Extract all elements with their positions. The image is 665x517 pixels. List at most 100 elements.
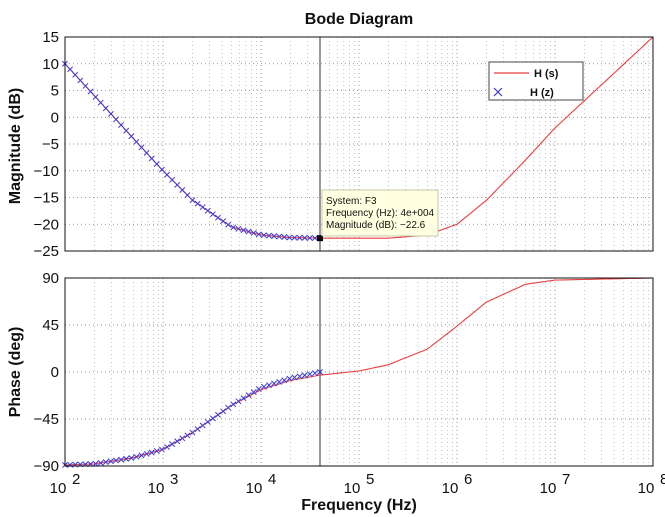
marker-stroke: [240, 227, 247, 234]
marker-stroke: [174, 181, 181, 188]
phase-hz-marker: [102, 459, 109, 466]
marker-stroke: [250, 389, 257, 396]
marker-stroke: [174, 438, 181, 445]
phase-hz-marker: [250, 389, 257, 396]
phase-hz-marker: [271, 380, 278, 387]
marker-stroke: [306, 371, 313, 378]
marker-stroke: [301, 234, 308, 241]
marker-stroke: [169, 441, 176, 448]
phase-axes-frame: [64, 277, 654, 467]
phase-hz-marker: [194, 426, 201, 432]
marker-stroke: [271, 233, 278, 240]
magnitude-hz-marker: [189, 197, 196, 204]
magnitude-hz-marker: [266, 232, 272, 239]
data-tip-system: System: F3: [326, 196, 377, 207]
x-tick-label: 10: [540, 480, 557, 497]
marker-stroke: [306, 235, 313, 241]
x-tick-label: 10: [638, 480, 655, 497]
phase-hz-marker: [230, 401, 237, 408]
marker-stroke: [118, 122, 125, 128]
marker-stroke: [301, 372, 308, 379]
marker-stroke: [209, 415, 216, 422]
marker-stroke: [158, 446, 165, 453]
magnitude-y-tick-label: −15: [34, 190, 59, 207]
magnitude-hz-marker: [133, 138, 140, 145]
magnitude-hz-marker: [184, 192, 191, 199]
marker-stroke: [225, 221, 232, 228]
magnitude-y-axis-label: Magnitude (dB): [7, 88, 24, 204]
marker-stroke: [291, 374, 298, 381]
x-tick-exponent: 7: [562, 471, 570, 488]
marker-stroke: [204, 207, 211, 214]
phase-y-tick-label: 90: [42, 270, 59, 287]
marker-stroke: [266, 232, 272, 239]
marker-stroke: [179, 435, 186, 442]
magnitude-hz-marker: [82, 82, 89, 89]
marker-stroke: [266, 382, 272, 389]
marker-stroke: [189, 197, 196, 204]
phase-hz-marker: [245, 392, 252, 399]
marker-stroke: [67, 461, 74, 468]
marker-stroke: [153, 161, 160, 167]
marker-stroke: [128, 455, 135, 461]
legend-swatch-hz: [493, 87, 503, 97]
magnitude-hz-marker: [174, 181, 181, 188]
phase-y-tick-label: −90: [34, 458, 59, 475]
marker-stroke: [138, 452, 145, 459]
magnitude-hz-marker: [118, 122, 125, 128]
phase-hz-marker: [220, 408, 227, 415]
magnitude-y-tick-label: 15: [42, 29, 59, 46]
data-tip-box: [321, 189, 439, 237]
marker-stroke: [87, 88, 94, 95]
marker-stroke: [199, 422, 206, 429]
legend-label-hs: H (s): [534, 68, 559, 80]
magnitude-hz-marker: [158, 166, 165, 173]
marker-stroke: [220, 408, 227, 415]
magnitude-hz-marker: [107, 110, 114, 117]
phase-hz-marker: [128, 455, 135, 461]
marker-stroke: [317, 369, 323, 375]
phase-hz-marker: [266, 382, 272, 389]
marker-stroke: [199, 204, 206, 211]
marker-stroke: [260, 383, 267, 390]
marker-stroke: [128, 133, 135, 140]
marker-stroke: [118, 456, 125, 463]
phase-hz-marker: [276, 378, 283, 385]
magnitude-hz-marker: [77, 77, 84, 84]
x-axis-label: Frequency (Hz): [301, 497, 417, 514]
data-tip: System: F3 Frequency (Hz): 4e+004 Magnit…: [321, 189, 439, 237]
marker-stroke: [220, 218, 227, 225]
magnitude-y-tick-label: 0: [51, 109, 59, 126]
magnitude-hz-marker: [296, 234, 303, 241]
magnitude-hz-marker: [230, 224, 237, 231]
marker-stroke: [97, 459, 104, 466]
magnitude-hz-marker: [194, 200, 201, 207]
legend-box: [488, 61, 584, 101]
marker-stroke: [225, 404, 232, 411]
magnitude-hz-marker: [301, 234, 308, 241]
phase-hz-marker: [286, 375, 293, 382]
marker-stroke: [97, 99, 104, 106]
legend-label-hz: H (z): [530, 87, 554, 99]
marker-stroke: [113, 116, 119, 123]
magnitude-y-tick-label: 10: [42, 56, 59, 73]
phase-hz-marker: [240, 395, 247, 402]
magnitude-hz-marker: [164, 171, 170, 178]
marker-stroke: [143, 149, 150, 156]
magnitude-hz-marker: [102, 105, 109, 112]
marker-stroke: [164, 444, 170, 450]
magnitude-hz-marker: [199, 204, 206, 211]
phase-hz-marker: [113, 457, 119, 464]
phase-hz-marker: [209, 415, 216, 422]
marker-stroke: [311, 370, 318, 377]
magnitude-y-tick-label: −20: [34, 216, 59, 233]
x-tick-exponent: 6: [464, 471, 472, 488]
marker-stroke: [286, 234, 293, 241]
phase-hz-marker: [148, 449, 155, 456]
marker-stroke: [133, 453, 140, 460]
magnitude-hz-marker: [87, 88, 94, 95]
marker-stroke: [230, 224, 237, 231]
magnitude-hz-marker: [179, 187, 186, 193]
x-tick-label: 10: [442, 480, 459, 497]
magnitude-hz-marker: [271, 233, 278, 240]
